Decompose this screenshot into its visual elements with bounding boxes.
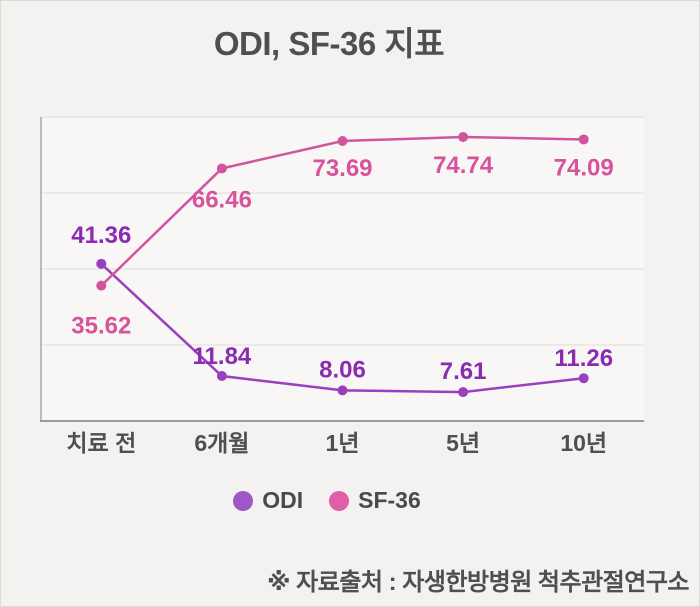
data-point-SF-36 [96, 280, 107, 291]
x-tick-label: 1년 [326, 430, 360, 456]
data-label-ODI: 11.26 [554, 345, 613, 372]
legend-label-sf36: SF-36 [358, 487, 421, 513]
data-point-ODI [337, 385, 348, 396]
data-point-ODI [458, 387, 469, 398]
x-tick-label: 5년 [446, 430, 480, 456]
data-point-SF-36 [578, 134, 589, 145]
data-label-ODI: 7.61 [440, 358, 487, 385]
data-label-SF-36: 74.74 [433, 152, 494, 179]
legend: ODI SF-36 [1, 487, 653, 514]
odi-series-dot-icon [233, 490, 254, 511]
legend-label-odi: ODI [262, 487, 304, 513]
data-label-SF-36: 73.69 [312, 155, 372, 182]
data-point-ODI [216, 371, 227, 382]
data-point-ODI [96, 258, 107, 269]
legend-item-sf36: SF-36 [329, 487, 421, 514]
chart-title: ODI, SF-36 지표 [213, 25, 445, 62]
data-label-ODI: 11.84 [193, 343, 252, 370]
data-label-SF-36: 66.46 [192, 186, 252, 213]
data-point-ODI [578, 373, 589, 384]
data-point-SF-36 [458, 131, 469, 142]
x-tick-label: 6개월 [194, 430, 249, 456]
data-label-SF-36: 74.09 [554, 154, 614, 181]
data-label-ODI: 41.36 [71, 222, 131, 249]
x-tick-label: 치료 전 [66, 430, 136, 456]
data-label-ODI: 8.06 [319, 356, 366, 383]
data-point-SF-36 [337, 135, 348, 146]
data-label-SF-36: 35.62 [71, 313, 131, 340]
sf36-series-dot-icon [329, 490, 350, 511]
legend-item-odi: ODI [233, 487, 303, 514]
x-tick-label: 10년 [560, 430, 607, 456]
data-point-SF-36 [216, 163, 227, 174]
source-note: ※ 자료출처 : 자생한방병원 척추관절연구소 [267, 569, 689, 596]
